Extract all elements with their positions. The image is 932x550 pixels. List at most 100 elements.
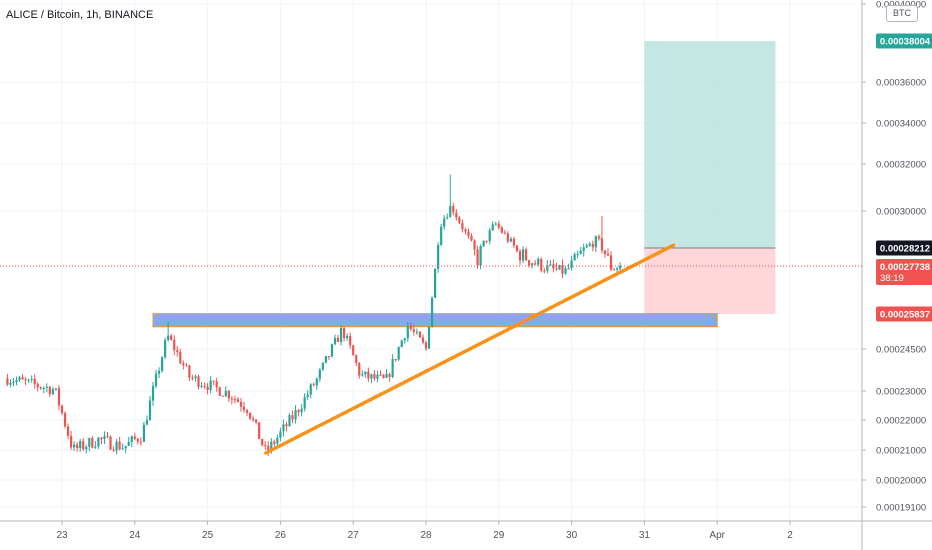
candle-body-95	[294, 410, 297, 420]
candle-body-38	[121, 448, 124, 450]
candle-body-33	[106, 436, 109, 438]
long-position-tool[interactable]	[644, 41, 776, 314]
candle-body-127	[391, 359, 394, 377]
candle-body-66	[206, 386, 209, 390]
candle-body-48	[151, 386, 155, 401]
candle-body-163	[500, 227, 503, 233]
candle-body-128	[394, 359, 397, 361]
candle-body-190	[582, 247, 585, 251]
y-tick-label-9: 0.00020000	[876, 476, 926, 487]
candle-body-22	[73, 444, 76, 448]
candle-body-103	[318, 369, 321, 379]
stop-area	[644, 248, 776, 314]
candle-body-42	[133, 436, 136, 439]
candle-body-65	[203, 385, 206, 387]
candle-body-179	[549, 264, 552, 266]
x-tick-label-1: 24	[129, 530, 141, 541]
candle-body-30	[97, 437, 100, 447]
candle-body-177	[543, 270, 546, 272]
candle-body-145	[446, 217, 449, 219]
candle-body-162	[497, 223, 500, 228]
candle-body-109	[336, 337, 340, 342]
candle-body-90	[279, 431, 282, 438]
candle-body-117	[361, 374, 364, 376]
candle-body-142	[437, 244, 440, 269]
candle-body-186	[570, 260, 573, 269]
candle-body-23	[76, 444, 79, 449]
candle-body-86	[267, 445, 270, 451]
candle-body-96	[297, 410, 300, 413]
candle-body-135	[415, 331, 418, 333]
candle-body-71	[221, 395, 224, 397]
candle-body-201	[616, 268, 619, 270]
candle-body-189	[579, 250, 582, 255]
candle-body-78	[242, 406, 246, 411]
candle-body-74	[230, 398, 233, 400]
candle-body-79	[245, 410, 249, 413]
candle-body-180	[552, 264, 555, 269]
candle-body-69	[215, 381, 218, 388]
candle-body-55	[173, 339, 176, 351]
candle-body-83	[258, 422, 261, 440]
candle-body-199	[609, 255, 613, 270]
candle-body-152	[467, 231, 470, 236]
candle-body-21	[70, 435, 73, 448]
chart-title: ALICE / Bitcoin, 1h, BINANCE	[6, 9, 154, 21]
trendline[interactable]	[264, 243, 676, 455]
candle-body-146	[449, 205, 452, 218]
support-zone-rectangle[interactable]	[152, 313, 718, 328]
candle-body-124	[382, 374, 385, 378]
candle-body-64	[200, 385, 203, 387]
candle-body-143	[440, 226, 443, 245]
candle-body-123	[379, 374, 382, 376]
candle-body-158	[485, 240, 488, 242]
candle-body-97	[300, 408, 303, 413]
candle-body-72	[224, 390, 227, 397]
candle-body-14	[48, 387, 51, 395]
candle-body-13	[45, 387, 48, 389]
candle-body-192	[588, 243, 591, 246]
stop-price-label: 0.00025837	[880, 310, 930, 321]
candle-body-149	[458, 217, 461, 223]
candle-body-198	[606, 253, 610, 256]
candle-body-147	[452, 205, 455, 213]
candle-body-54	[170, 335, 173, 340]
candle-body-195	[597, 236, 600, 239]
candle-body-173	[531, 263, 534, 266]
x-tick-label-7: 30	[566, 530, 578, 541]
candle-body-39	[124, 445, 127, 449]
target-price-label: 0.00038004	[880, 37, 931, 48]
candle-body-49	[154, 373, 158, 387]
candle-body-154	[473, 240, 476, 250]
candle-body-11	[39, 387, 42, 389]
candle-body-62	[194, 376, 197, 378]
candle-body-34	[109, 436, 112, 450]
candle-body-183	[561, 265, 564, 274]
time-axis-bg	[0, 521, 932, 550]
candle-body-51	[161, 357, 164, 371]
candle-body-140	[430, 297, 434, 327]
candle-body-12	[42, 387, 45, 389]
candle-body-176	[540, 258, 543, 271]
candle-body-184	[564, 268, 567, 274]
candle-body-87	[270, 441, 273, 451]
candle-body-165	[506, 233, 509, 242]
candle-body-200	[612, 269, 616, 271]
currency-badge[interactable]: BTC	[886, 5, 918, 22]
candle-body-113	[349, 335, 352, 346]
last-price-label-bg	[876, 259, 932, 285]
candle-body-150	[461, 222, 464, 230]
candle-body-106	[327, 355, 331, 357]
candle-body-6	[24, 379, 27, 381]
candle-body-3	[15, 380, 18, 382]
candle-body-91	[282, 424, 285, 432]
candle-body-126	[388, 373, 391, 377]
candle-body-188	[576, 254, 579, 256]
candle-body-202	[619, 265, 622, 269]
candle-body-144	[443, 218, 446, 227]
candle-body-46	[145, 420, 149, 425]
candle-body-193	[591, 243, 594, 248]
candle-body-108	[333, 337, 337, 345]
candle-body-70	[218, 387, 221, 396]
